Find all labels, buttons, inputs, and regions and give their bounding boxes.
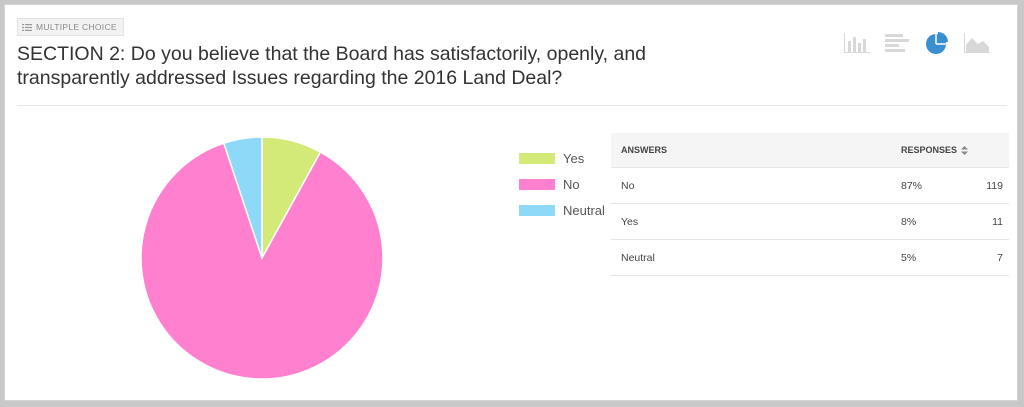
legend-swatch [519, 152, 555, 164]
vertical-bar-chart-icon [844, 33, 870, 53]
table-row: No 87% 119 [611, 167, 1009, 204]
list-icon [22, 23, 32, 31]
responses-column-header[interactable]: RESPONSES [891, 133, 1009, 168]
pie-chart [139, 135, 385, 386]
header-divider [17, 105, 1007, 106]
pie-slice-no[interactable] [140, 142, 384, 380]
pie-view-button[interactable] [923, 31, 951, 55]
count-cell: 119 [969, 167, 1009, 204]
table-row: Yes 8% 11 [611, 203, 1009, 240]
sort-icon [961, 146, 969, 156]
percent-cell: 8% [891, 203, 969, 240]
question-type-label: MULTIPLE CHOICE [36, 22, 117, 32]
pie-chart-svg [140, 136, 384, 380]
count-cell: 7 [969, 239, 1009, 276]
area-chart-icon [964, 33, 990, 53]
pie-chart-icon [926, 32, 948, 54]
legend-label: Neutral [563, 202, 605, 218]
table-row: Neutral 5% 7 [611, 239, 1009, 276]
count-cell: 11 [969, 203, 1009, 240]
answers-column-header: ANSWERS [611, 133, 891, 168]
legend-label: Yes [563, 150, 585, 166]
pie-slice-neutral[interactable] [222, 136, 263, 259]
answer-cell: Neutral [611, 239, 891, 276]
percent-cell: 87% [891, 167, 969, 204]
legend-swatch [519, 204, 555, 216]
question-title: SECTION 2: Do you believe that the Board… [17, 43, 647, 89]
question-card: MULTIPLE CHOICE SECTION 2: Do you believ… [4, 4, 1018, 401]
legend-item[interactable]: Yes [519, 145, 605, 171]
responses-header-label: RESPONSES [901, 144, 958, 155]
chart-view-switcher [843, 31, 991, 55]
horizontal-bar-view-button[interactable] [883, 31, 911, 55]
answer-cell: No [611, 167, 891, 204]
table-header-row: ANSWERS RESPONSES [611, 133, 1009, 168]
area-view-button[interactable] [963, 31, 991, 55]
percent-cell: 5% [891, 239, 969, 276]
legend-item[interactable]: Neutral [519, 197, 605, 223]
legend-swatch [519, 178, 555, 190]
answers-table: ANSWERS RESPONSES No 87% 119 Yes 8% 11 N… [611, 133, 1009, 276]
horizontal-bar-chart-icon [885, 34, 909, 52]
legend-item[interactable]: No [519, 171, 605, 197]
question-type-badge: MULTIPLE CHOICE [17, 18, 124, 36]
chart-legend: Yes No Neutral [519, 145, 605, 223]
vertical-bar-view-button[interactable] [843, 31, 871, 55]
legend-label: No [563, 176, 580, 192]
answer-cell: Yes [611, 203, 891, 240]
